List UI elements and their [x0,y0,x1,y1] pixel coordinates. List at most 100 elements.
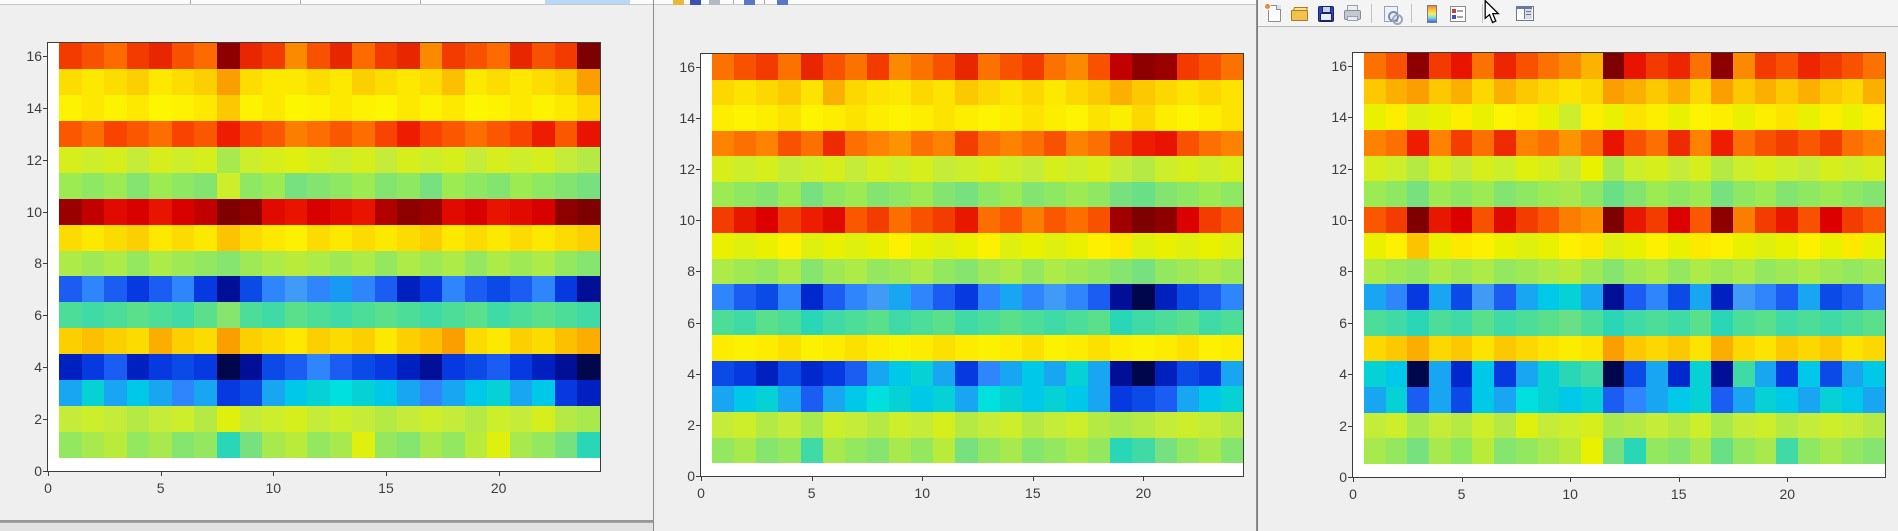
heatmap-cell [933,335,956,361]
heatmap-cell [442,250,465,277]
heatmap-cell [1021,309,1044,336]
axes[interactable]: 16 14 12 10 8 6 4 2 0 0 5 10 15 20 [1331,52,1886,502]
heatmap-cell [756,105,779,131]
link-plot-icon[interactable] [744,0,755,5]
heatmap-cell [778,386,801,413]
y-tick-label: 14 [26,99,42,116]
heatmap-cell [1646,53,1668,79]
heatmap-cell [1198,335,1221,361]
heatmap-cell [1711,335,1733,362]
heatmap-cell [194,43,217,69]
heatmap[interactable] [59,43,600,459]
heatmap-cell [104,146,127,173]
heatmap-cell [1537,53,1560,79]
heatmap-cell [397,406,420,433]
save-figure-icon[interactable] [690,0,701,5]
heatmap-cell [1066,233,1089,259]
figure-window-middle[interactable]: 16 14 12 10 8 6 4 2 0 0 5 10 15 20 [653,0,1258,531]
x-tick-mark [1461,477,1463,482]
y-tick-mark [1348,220,1353,222]
heatmap-cell [149,68,172,95]
heatmap-cell [1021,54,1044,80]
toolbar-separator [1411,3,1412,23]
heatmap-cell [1110,309,1133,336]
heatmap-cell [284,354,308,381]
heatmap-cell [1176,412,1199,438]
heatmap-cell [778,233,801,259]
insert-colorbar-icon[interactable] [1422,4,1441,23]
heatmap-cell [1580,232,1603,259]
heatmap[interactable] [1363,53,1885,465]
heatmap-cell [1043,437,1067,464]
heatmap-cell [1066,437,1089,464]
heatmap-cell [800,130,823,157]
heatmap-cell [734,105,757,131]
heatmap-cell [59,276,82,303]
link-plot-icon[interactable] [1382,4,1403,25]
y-tick-label: 8 [34,255,42,272]
heatmap-cell [216,68,240,95]
print-figure-icon[interactable] [1342,4,1361,23]
hovered-toolbar-button[interactable] [545,0,630,4]
heatmap-cell [1667,284,1690,310]
heatmap-cell [1198,79,1221,106]
heatmap-cell [577,43,600,69]
heatmap-cell [1624,361,1647,388]
heatmap-cell [532,172,555,199]
new-figure-icon[interactable] [1264,3,1283,23]
heatmap-cell [1132,181,1155,208]
heatmap-cell [1088,79,1111,106]
insert-colorbar-icon[interactable] [777,0,788,5]
heatmap-cell [1154,54,1177,80]
heatmap-cell [1646,207,1668,233]
heatmap-cell [889,412,912,438]
axes[interactable]: 16 14 12 10 8 6 4 2 0 0 5 10 15 20 [26,42,601,496]
heatmap-cell [999,156,1022,182]
heatmap-cell [866,156,890,182]
figure-window-left[interactable]: 16 14 12 10 8 6 4 2 0 0 5 10 15 20 [0,0,654,522]
insert-legend-icon[interactable] [1448,4,1467,23]
print-figure-icon[interactable] [709,0,720,5]
heatmap-cell [1754,361,1777,388]
heatmap-cell [1407,207,1429,233]
heatmap-cell [1088,181,1111,208]
heatmap-cell [1154,309,1177,336]
heatmap-cell [1689,130,1712,156]
figure-window-right[interactable]: 16 14 12 10 8 6 4 2 0 0 5 10 15 20 [1257,0,1898,531]
open-file-icon[interactable] [1290,4,1309,23]
heatmap-cell [1624,309,1647,336]
heatmap-cell [1689,232,1712,259]
axes[interactable]: 16 14 12 10 8 6 4 2 0 0 5 10 15 20 [679,53,1244,501]
heatmap-cell [1494,412,1516,439]
heatmap-cell [171,328,195,355]
heatmap-cell [81,68,105,95]
heatmap-cell [1176,258,1199,285]
heatmap-cell [1732,104,1755,131]
heatmap-cell [577,328,600,355]
heatmap-cell [1385,387,1408,413]
heatmap-cell [822,386,845,413]
heatmap-cell [171,250,195,277]
show-plot-tools-icon[interactable] [1515,4,1534,23]
heatmap-cell [419,406,443,433]
heatmap-cell [1537,104,1560,131]
heatmap-cell [1667,53,1690,79]
heatmap-cell [487,68,510,95]
heatmap-cell [419,146,443,173]
heatmap-cell [1132,54,1155,80]
heatmap-cell [1602,335,1625,362]
heatmap-cell [239,328,263,355]
y-tick-label: 4 [1339,366,1347,383]
heatmap[interactable] [712,54,1243,464]
heatmap-cell [1515,155,1538,182]
heatmap-cell [1798,207,1820,233]
save-figure-icon[interactable] [1316,4,1335,23]
heatmap-cell [1624,78,1647,105]
x-tick-mark [273,471,275,476]
open-file-icon[interactable] [673,0,684,5]
heatmap-cell [1841,438,1864,465]
heatmap-cell [955,309,978,336]
x-tick-label: 20 [1135,485,1152,501]
heatmap-cell [1428,181,1451,208]
heatmap-cell [1732,438,1755,465]
